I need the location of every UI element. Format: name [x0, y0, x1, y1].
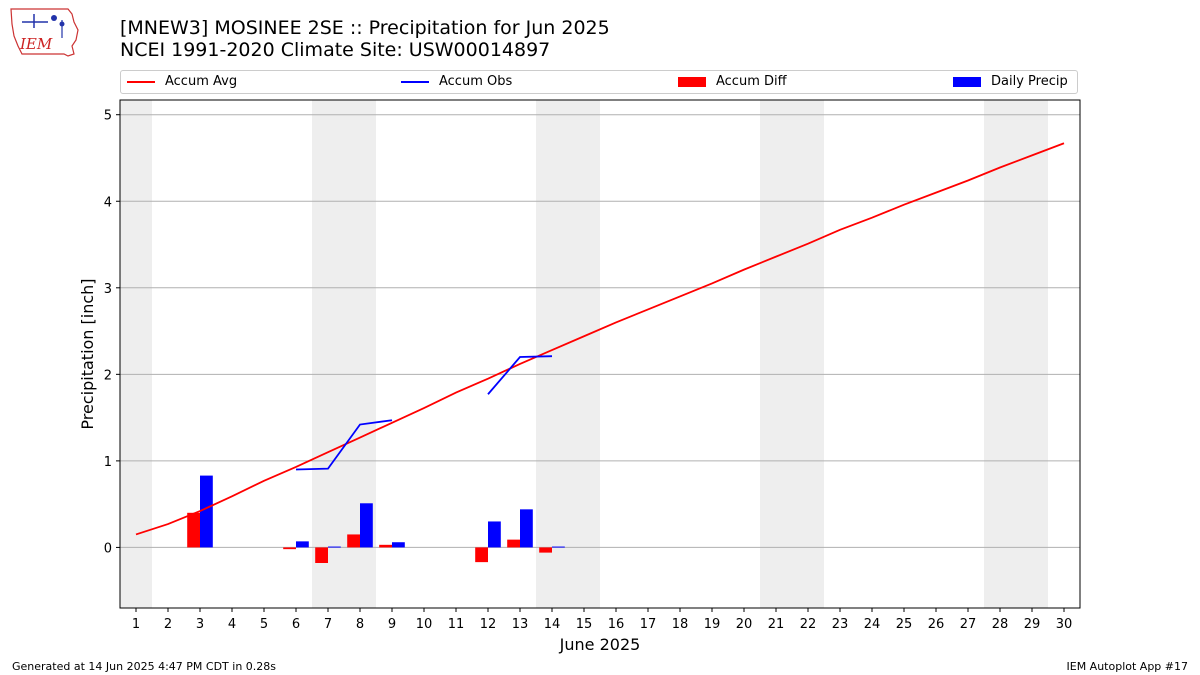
x-tick-label: 30 [1056, 617, 1073, 632]
accum-diff-bar [187, 512, 200, 548]
iowa-state-outline [10, 8, 79, 57]
accum-diff-bar [347, 534, 360, 548]
accum-obs-line [487, 355, 553, 395]
daily-precip-bar [296, 541, 309, 548]
x-tick-label: 3 [196, 617, 204, 632]
x-tick-label: 14 [544, 617, 561, 632]
x-tick-label: 24 [864, 617, 881, 632]
legend-item-daily-precip: Daily Precip [953, 74, 1068, 89]
daily-precip-bar [328, 546, 341, 548]
iem-logo: IEM [10, 8, 79, 57]
x-tick-label: 27 [960, 617, 977, 632]
legend-label-accum-diff: Accum Diff [716, 74, 787, 89]
y-tick-label: 4 [104, 195, 112, 210]
x-tick-label: 1 [132, 617, 140, 632]
accum-diff-bar [315, 547, 328, 563]
daily-precip-bar [200, 475, 213, 548]
x-tick-label: 9 [388, 617, 396, 632]
x-tick-label: 29 [1024, 617, 1041, 632]
legend-item-accum-avg: Accum Avg [127, 74, 237, 89]
legend-item-accum-obs: Accum Obs [401, 74, 512, 89]
legend-label-accum-obs: Accum Obs [439, 74, 513, 89]
x-tick-label: 15 [576, 617, 593, 632]
legend-item-accum-diff: Accum Diff [678, 74, 787, 89]
generated-timestamp: Generated at 14 Jun 2025 4:47 PM CDT in … [12, 660, 277, 673]
x-tick-label: 4 [228, 617, 236, 632]
x-tick-label: 11 [448, 617, 465, 632]
y-tick-label: 0 [104, 541, 112, 556]
legend-swatch-accum-avg [127, 80, 155, 83]
x-tick-label: 16 [608, 617, 625, 632]
x-tick-label: 25 [896, 617, 913, 632]
accum-diff-bar [507, 539, 520, 548]
x-tick-label: 28 [992, 617, 1009, 632]
daily-precip-bar [392, 542, 405, 548]
accum-diff-bar [379, 544, 392, 548]
x-tick-label: 26 [928, 617, 945, 632]
daily-precip-bar [552, 546, 565, 548]
y-tick-label: 2 [104, 368, 112, 383]
x-tick-label: 12 [480, 617, 497, 632]
legend: Accum Avg Accum Obs Accum Diff Daily Pre… [120, 70, 1078, 94]
weekend-shade [536, 100, 600, 608]
accum-avg-line [135, 142, 1065, 536]
x-tick-label: 13 [512, 617, 529, 632]
y-tick-label: 5 [104, 109, 112, 124]
y-tick-label: 3 [104, 282, 112, 297]
y-axis-label: Precipitation [inch] [78, 278, 97, 429]
accum-diff-bar [283, 547, 296, 550]
x-tick-label: 2 [164, 617, 172, 632]
legend-label-accum-avg: Accum Avg [165, 74, 238, 89]
x-tick-label: 6 [292, 617, 300, 632]
plot-frame [119, 99, 1081, 609]
legend-swatch-daily-precip [953, 76, 981, 87]
x-tick-label: 8 [356, 617, 364, 632]
weekend-shade [984, 100, 1048, 608]
accum-diff-bar [475, 547, 488, 563]
x-tick-label: 10 [416, 617, 433, 632]
x-tick-label: 20 [736, 617, 753, 632]
legend-swatch-accum-obs [401, 80, 429, 83]
weekend-shade [120, 100, 152, 608]
x-tick-label: 21 [768, 617, 785, 632]
x-axis-label: June 2025 [559, 635, 641, 654]
x-tick-label: 7 [324, 617, 332, 632]
x-tick-label: 22 [800, 617, 817, 632]
legend-swatch-accum-diff [678, 76, 706, 87]
daily-precip-bar [520, 509, 533, 548]
daily-precip-bar [360, 503, 373, 548]
x-tick-label: 5 [260, 617, 268, 632]
weekend-shade [760, 100, 824, 608]
y-tick-label: 1 [104, 455, 112, 470]
logo-text: IEM [19, 35, 53, 53]
anemometer-cup [51, 15, 57, 21]
accum-obs-line [295, 419, 393, 471]
x-tick-label: 23 [832, 617, 849, 632]
chart-title: [MNEW3] MOSINEE 2SE :: Precipitation for… [120, 17, 610, 39]
x-tick-label: 19 [704, 617, 721, 632]
chart-subtitle: NCEI 1991-2020 Climate Site: USW00014897 [120, 39, 551, 61]
accum-diff-bar [539, 547, 552, 553]
x-tick-label: 18 [672, 617, 689, 632]
x-tick-label: 17 [640, 617, 657, 632]
legend-label-daily-precip: Daily Precip [991, 74, 1068, 89]
daily-precip-bar [488, 521, 501, 548]
app-id-label: IEM Autoplot App #17 [1066, 660, 1189, 673]
